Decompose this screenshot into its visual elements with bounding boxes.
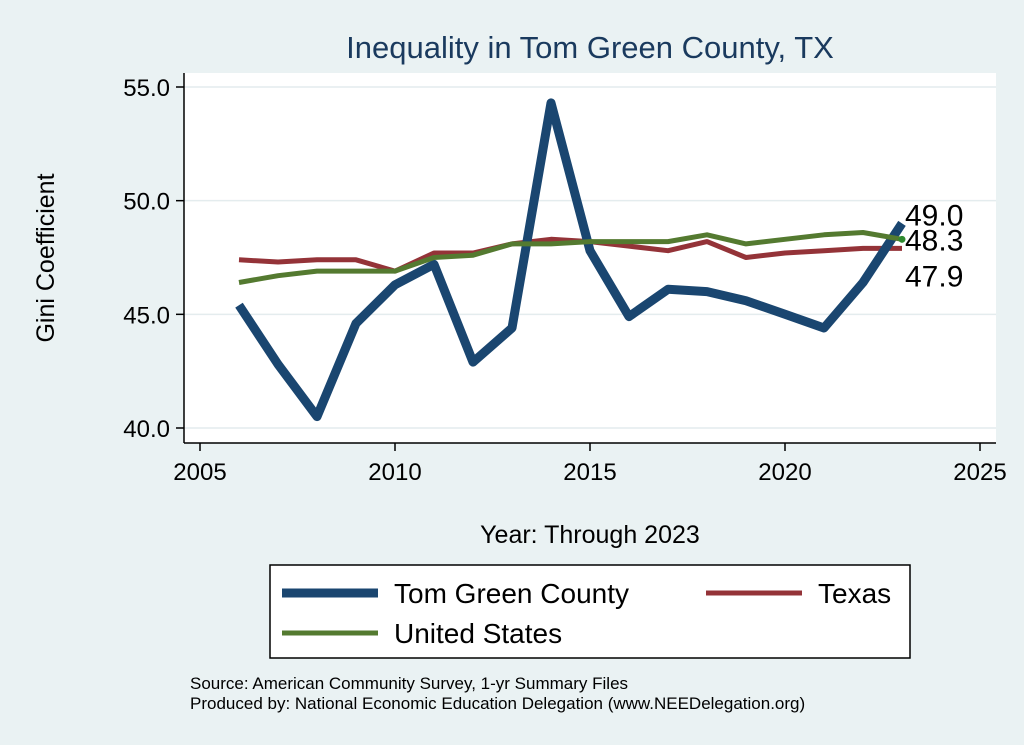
series-line-united-states <box>238 230 903 285</box>
gridlines <box>184 86 996 429</box>
source-line-2: Produced by: National Economic Education… <box>190 694 805 713</box>
endpoint-marker-united-states <box>898 235 906 243</box>
x-tick-label: 2005 <box>173 459 226 486</box>
legend-label-united-states: United States <box>394 618 562 649</box>
end-label-tom-green-county: 49.0 <box>905 199 963 232</box>
chart-title: Inequality in Tom Green County, TX <box>346 30 834 65</box>
y-tick-label: 50.0 <box>123 189 170 216</box>
end-label-texas: 47.9 <box>905 260 963 293</box>
legend-label-texas: Texas <box>818 578 891 609</box>
x-axis-ticks: 2005 2010 2015 2020 2025 <box>173 443 1007 486</box>
x-axis-label: Year: Through 2023 <box>480 521 700 549</box>
x-tick-label: 2015 <box>563 459 616 486</box>
x-tick-label: 2010 <box>368 459 421 486</box>
y-axis-ticks: 40.0 45.0 50.0 55.0 <box>123 75 184 443</box>
end-value-labels: 49.0 47.948.3 <box>905 199 963 293</box>
x-tick-label: 2020 <box>758 459 811 486</box>
y-tick-label: 40.0 <box>123 416 170 443</box>
y-tick-label: 45.0 <box>123 302 170 329</box>
x-tick-label: 2025 <box>953 459 1006 486</box>
series-lines <box>235 98 906 422</box>
y-axis-label: Gini Coefficient <box>32 173 60 342</box>
source-line-1: Source: American Community Survey, 1-yr … <box>190 674 628 693</box>
series-line-tom-green-county <box>235 98 906 422</box>
y-tick-label: 55.0 <box>123 75 170 102</box>
end-label-united-states: 48.3 <box>905 224 963 257</box>
legend: Tom Green County Texas United States <box>269 564 911 659</box>
legend-box <box>269 564 911 659</box>
legend-label-tom-green-county: Tom Green County <box>394 578 629 609</box>
